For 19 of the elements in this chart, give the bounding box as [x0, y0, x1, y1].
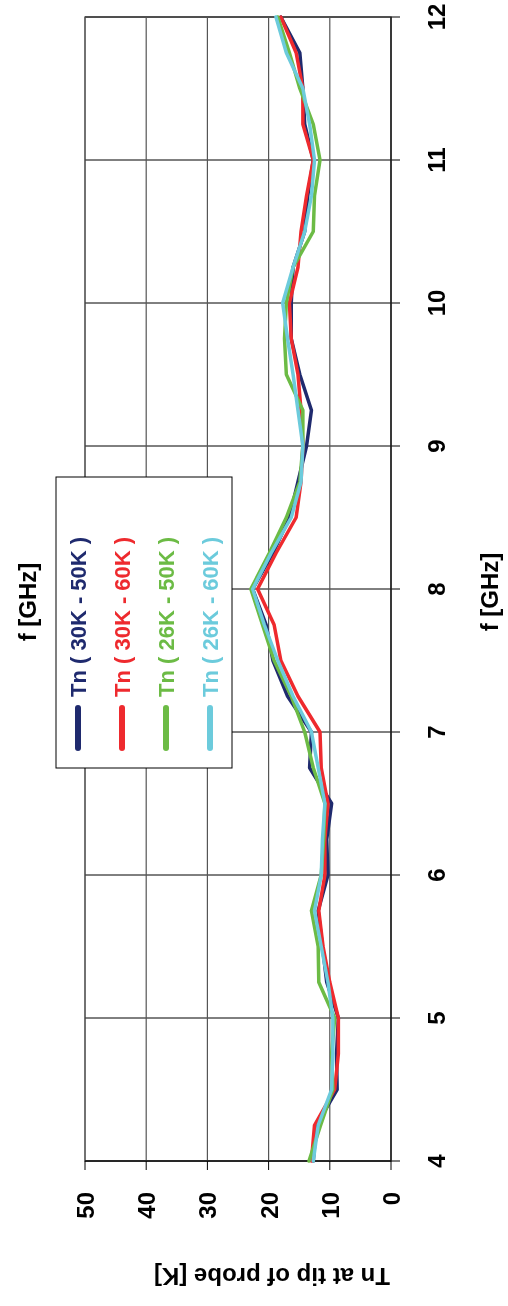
y-tick-label: 5	[423, 1011, 450, 1025]
y-tick-label: 9	[423, 439, 450, 453]
x-tick-label: 40	[133, 1192, 161, 1219]
x-tick-label: 10	[316, 1192, 344, 1219]
y-tick-label: 11	[423, 147, 450, 173]
y-tick-label: 10	[423, 289, 450, 317]
y-axis-title: f [GHz]	[476, 552, 503, 632]
x-tick-label: 50	[72, 1192, 99, 1219]
y-tick-label: 6	[423, 868, 450, 882]
x-axis-title: Tn at tip of probe [K]	[154, 1263, 390, 1290]
text: f [GHz]	[14, 562, 41, 642]
x-tick-label: 0	[378, 1192, 405, 1206]
y-tick-label: 8	[423, 582, 450, 596]
x-tick-label: 30	[194, 1192, 222, 1219]
y-tick-label: 7	[423, 725, 450, 739]
y-tick-label: 12	[423, 3, 450, 31]
legend: Tn ( 30K - 50K ) Tn ( 30K - 60K ) Tn ( 26K - 50K ) Tn ( 26K - 60K )	[55, 476, 233, 769]
y-tick-label: 4	[423, 1153, 450, 1168]
x-tick-label: 20	[255, 1192, 283, 1219]
